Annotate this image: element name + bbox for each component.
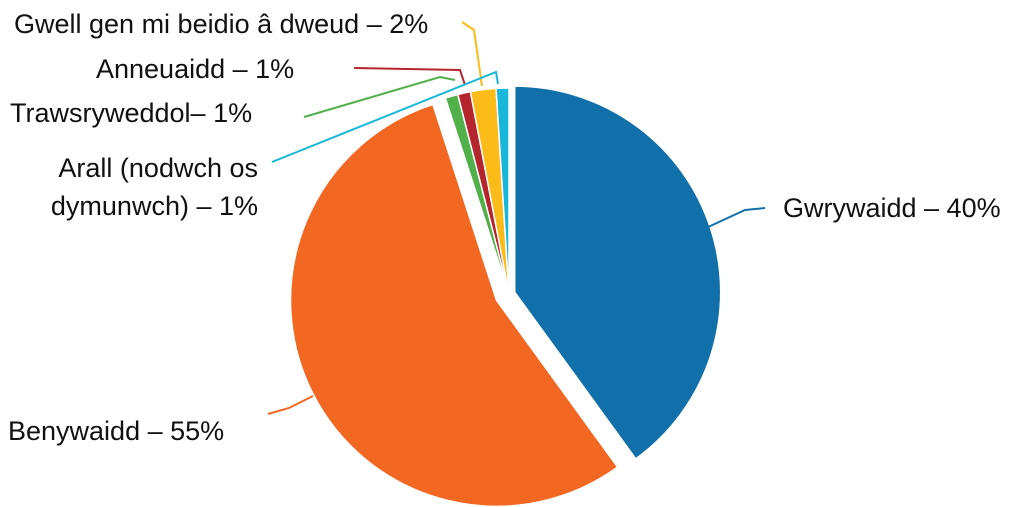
slice-label-trawsryweddol: Trawsryweddol– 1% <box>10 98 252 128</box>
leader-line-gwrywaidd <box>705 207 766 229</box>
leader-line-arall-nodwch-os-dymunwch <box>271 70 499 163</box>
slice-label-line: Gwrywaidd – 40% <box>783 193 1001 223</box>
slice-labels: Gwrywaidd – 40% Benywaidd – 55% Trawsrywed… <box>8 9 1001 446</box>
slice-label-benywaidd: Benywaidd – 55% <box>8 416 224 446</box>
slice-label-line: Arall (nodwch os <box>58 153 258 183</box>
slice-label-line: Anneuaidd – 1% <box>96 54 294 84</box>
pie-slices <box>289 85 722 507</box>
slice-label-line: Trawsryweddol– 1% <box>10 98 252 128</box>
pie-slice-benywaidd <box>289 103 619 507</box>
pie-slice-arall-nodwch-os-dymunwch <box>495 87 510 295</box>
slice-label-arall-nodwch-os-dymunwch: Arall (nodwch os dymunwch) – 1% <box>51 153 258 221</box>
slice-label-line: dymunwch) – 1% <box>51 191 258 221</box>
slice-label-anneuaidd: Anneuaidd – 1% <box>96 54 294 84</box>
slice-label-line: Gwell gen mi beidio â dweud – 2% <box>14 9 428 39</box>
leader-line-gwell-gen-mi-beidio-a-dweud <box>461 21 483 87</box>
slice-label-line: Benywaidd – 55% <box>8 416 224 446</box>
leader-lines <box>267 21 766 415</box>
leader-line-anneuaidd <box>353 67 466 86</box>
leader-line-benywaidd <box>267 395 314 415</box>
slice-label-gwrywaidd: Gwrywaidd – 40% <box>783 193 1001 223</box>
slice-label-gwell-gen-mi-beidio-a-dweud: Gwell gen mi beidio â dweud – 2% <box>14 9 428 39</box>
pie-slice-gwrywaidd <box>513 85 722 460</box>
leader-line-trawsryweddol <box>303 75 456 118</box>
